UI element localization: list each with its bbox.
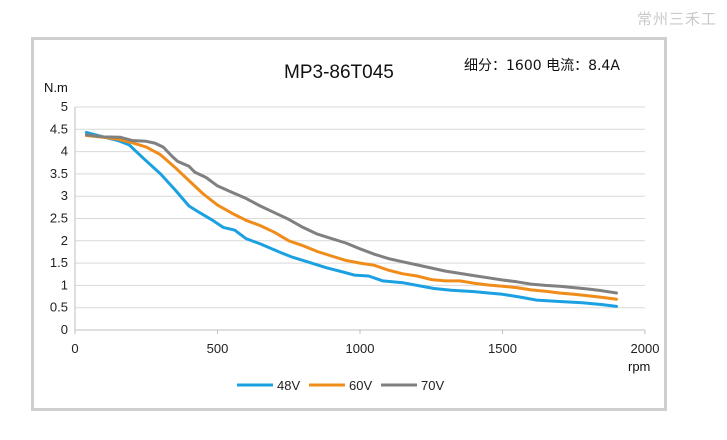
y-tick-label: 4.5 <box>50 121 68 136</box>
series-line-60V <box>84 134 618 301</box>
y-tick-label: 3 <box>61 188 68 203</box>
grid-lines <box>75 106 645 309</box>
x-axis-label: rpm <box>628 359 650 374</box>
axes <box>74 107 646 334</box>
tick-labels: 0 0.5 1 1.5 2 2.5 3 3.5 4 4.5 5 0 500 1000 1500 2000 <box>50 99 660 356</box>
series-lines <box>84 130 618 308</box>
chart-frame <box>31 37 667 411</box>
chart-title: MP3-86T045 <box>284 62 394 83</box>
y-tick-label: 4 <box>61 144 68 159</box>
x-tick-label: 1500 <box>488 341 517 356</box>
legend-label-70V: 70V <box>421 378 444 393</box>
legend-label-48V: 48V <box>277 378 300 393</box>
y-tick-label: 1.5 <box>50 255 68 270</box>
y-tick-label: 2 <box>61 233 68 248</box>
y-tick-label: 2.5 <box>50 211 68 226</box>
y-tick-label: 5 <box>61 99 68 114</box>
y-tick-label: 0.5 <box>50 300 68 315</box>
x-tick-label: 2000 <box>631 341 660 356</box>
series-line-70V <box>84 133 618 295</box>
x-tick-label: 0 <box>71 341 78 356</box>
legend: 48V 60V 70V <box>237 378 444 393</box>
watermark-text: 常州三禾工 <box>636 10 717 28</box>
y-axis-label: N.m <box>44 80 68 95</box>
series-line-48V <box>84 130 618 308</box>
y-tick-label: 0 <box>61 322 68 337</box>
x-tick-label: 1000 <box>346 341 375 356</box>
y-tick-label: 1 <box>61 277 68 292</box>
legend-label-60V: 60V <box>349 378 372 393</box>
chart-subtitle: 细分：1600 电流：8.4A <box>464 58 620 74</box>
y-tick-label: 3.5 <box>50 166 68 181</box>
x-tick-label: 500 <box>207 341 229 356</box>
